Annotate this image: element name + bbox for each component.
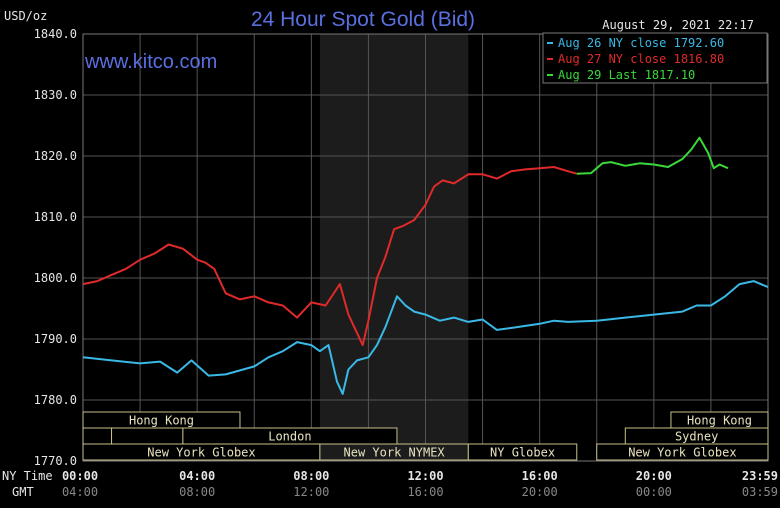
series-line xyxy=(82,166,578,347)
legend-box xyxy=(542,32,768,84)
x-tick-label-gmt: 16:00 xyxy=(407,485,443,499)
series-line xyxy=(576,136,729,175)
y-tick-label: 1840.0 xyxy=(34,27,77,41)
x-tick-label-gmt: 20:00 xyxy=(522,485,558,499)
x-tick-label-ny: 16:00 xyxy=(522,469,558,483)
legend-entry: Aug 27 NY close 1816.80 xyxy=(558,52,724,66)
series-line xyxy=(82,280,769,395)
x-row-label-gmt: GMT xyxy=(12,485,34,499)
plot-border xyxy=(82,33,769,462)
timestamp: August 29, 2021 22:17 xyxy=(602,18,754,32)
session-label: Hong Kong xyxy=(129,414,194,428)
legend-entry: Aug 29 Last 1817.10 xyxy=(558,68,695,82)
chart-title: 24 Hour Spot Gold (Bid) xyxy=(251,8,475,31)
x-tick-label-gmt: 00:00 xyxy=(636,485,672,499)
x-tick-label-ny: 12:00 xyxy=(407,469,443,483)
x-tick-labels: 00:00 04:00 04:00 08:00 08:00 12:00 12:00 16:00… xyxy=(62,469,778,499)
y-tick-label: 1780.0 xyxy=(34,393,77,407)
x-tick-label-gmt: 08:00 xyxy=(179,485,215,499)
series-lines xyxy=(82,136,769,395)
y-tick-labels: 1840.0 1830.0 1820.0 1810.0 1800.0 1790.0 1780… xyxy=(34,27,77,468)
x-tick-label-ny: 00:00 xyxy=(62,469,98,483)
x-tick-label-gmt: 03:59 xyxy=(742,485,778,499)
x-tick-label-ny: 20:00 xyxy=(636,469,672,483)
y-tick-label: 1790.0 xyxy=(34,332,77,346)
session-label: New York NYMEX xyxy=(344,446,446,460)
session-label: New York Globex xyxy=(628,446,736,460)
y-tick-label: 1820.0 xyxy=(34,149,77,163)
session-label: London xyxy=(268,430,311,444)
x-tick-label-ny: 23:59 xyxy=(742,469,778,483)
session-label: Sydney xyxy=(675,430,718,444)
session-bars: Hong Kong Hong Kong London Sydney New York G… xyxy=(82,411,769,461)
legend: Aug 26 NY close 1792.60 Aug 27 NY close 1… xyxy=(542,32,768,84)
session-bar xyxy=(596,443,769,461)
session-bar xyxy=(82,427,113,445)
x-tick-label-ny: 04:00 xyxy=(179,469,215,483)
session-label: Hong Kong xyxy=(687,414,752,428)
session-label: NY Globex xyxy=(490,446,555,460)
x-tick-label-gmt: 12:00 xyxy=(293,485,329,499)
x-tick-label-gmt: 04:00 xyxy=(62,485,98,499)
grid xyxy=(82,33,769,462)
y-tick-label: 1800.0 xyxy=(34,271,77,285)
session-bar xyxy=(111,427,184,445)
watermark: www.kitco.com xyxy=(84,51,217,73)
y-tick-label: 1770.0 xyxy=(34,454,77,468)
y-tick-label: 1830.0 xyxy=(34,88,77,102)
session-label: New York Globex xyxy=(147,446,255,460)
y-axis-unit: USD/oz xyxy=(4,9,47,23)
legend-entry: Aug 26 NY close 1792.60 xyxy=(558,36,724,50)
x-tick-label-ny: 08:00 xyxy=(293,469,329,483)
y-tick-label: 1810.0 xyxy=(34,210,77,224)
x-row-label-ny: NY Time xyxy=(2,469,53,483)
session-bar xyxy=(467,443,578,461)
highlight-nymex xyxy=(319,34,469,461)
